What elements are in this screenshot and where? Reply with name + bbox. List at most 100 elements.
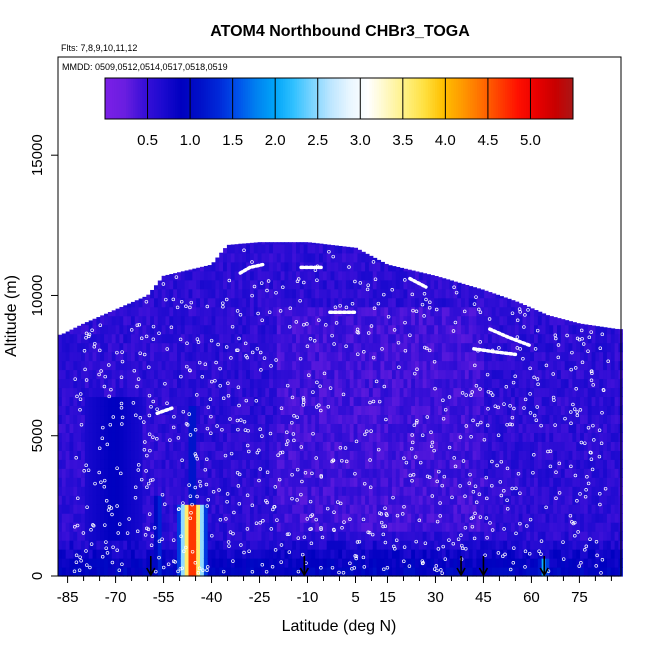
heat-cell bbox=[560, 495, 566, 505]
heat-cell bbox=[211, 441, 216, 451]
heat-cell bbox=[464, 432, 470, 442]
heat-cell bbox=[357, 459, 362, 469]
heat-cell bbox=[510, 567, 516, 577]
heat-cell bbox=[499, 504, 504, 514]
heat-cell bbox=[399, 297, 405, 308]
heat-cell bbox=[296, 288, 301, 299]
heat-cell bbox=[257, 270, 263, 281]
heat-cell bbox=[307, 504, 312, 514]
heat-cell bbox=[384, 297, 389, 308]
heat-cell bbox=[472, 432, 478, 442]
heat-cell bbox=[384, 468, 389, 478]
heat-cell bbox=[296, 513, 301, 523]
heat-cell bbox=[249, 351, 255, 362]
heat-cell bbox=[77, 342, 82, 353]
heat-cell bbox=[438, 405, 443, 416]
heat-cell bbox=[84, 387, 90, 398]
heat-cell bbox=[484, 522, 489, 532]
heat-cell bbox=[334, 369, 339, 380]
heat-cell bbox=[572, 531, 577, 541]
heat-cell bbox=[319, 387, 324, 398]
heat-cell bbox=[269, 414, 274, 424]
heat-cell bbox=[468, 540, 474, 550]
heat-cell bbox=[269, 513, 274, 523]
heat-cell bbox=[510, 540, 516, 550]
heat-cell bbox=[591, 342, 597, 353]
heat-cell bbox=[361, 441, 366, 451]
heat-cell bbox=[583, 567, 589, 577]
heat-cell bbox=[157, 333, 163, 344]
heat-cell bbox=[107, 387, 113, 398]
heat-cell bbox=[407, 414, 412, 424]
heat-cell bbox=[61, 369, 67, 380]
heat-cell bbox=[253, 477, 259, 487]
sample-point bbox=[535, 328, 540, 333]
heat-cell bbox=[407, 549, 412, 559]
heat-cell bbox=[353, 324, 359, 335]
heat-cell bbox=[414, 567, 420, 577]
heat-cell bbox=[414, 486, 420, 496]
heat-cell bbox=[92, 513, 97, 523]
heat-cell bbox=[449, 531, 454, 541]
heat-cell bbox=[134, 486, 140, 496]
heat-cell bbox=[177, 324, 182, 335]
heat-cell bbox=[399, 267, 405, 272]
heat-cell bbox=[153, 288, 159, 299]
heat-cell bbox=[311, 531, 316, 541]
heat-cell bbox=[457, 441, 462, 451]
heat-cell bbox=[311, 279, 316, 290]
heat-cell bbox=[153, 306, 159, 317]
heat-cell bbox=[96, 459, 101, 469]
heat-cell bbox=[288, 396, 293, 407]
heat-cell bbox=[96, 342, 101, 353]
heat-cell bbox=[499, 558, 504, 568]
heat-cell bbox=[84, 396, 90, 407]
heat-cell bbox=[84, 369, 90, 380]
heat-cell bbox=[349, 261, 355, 272]
heat-cell bbox=[73, 468, 78, 478]
heat-cell bbox=[568, 378, 573, 389]
heat-cell bbox=[349, 351, 355, 362]
heat-cell bbox=[107, 468, 113, 478]
heat-cell bbox=[73, 333, 78, 344]
heat-cell bbox=[603, 558, 608, 568]
heat-cell bbox=[292, 396, 297, 407]
heat-cell bbox=[276, 486, 282, 496]
heat-cell bbox=[169, 315, 174, 326]
heat-cell bbox=[533, 558, 539, 568]
heat-cell bbox=[464, 531, 470, 541]
heat-cell bbox=[100, 531, 105, 541]
heat-cell bbox=[292, 558, 297, 568]
heat-cell bbox=[411, 279, 416, 290]
heat-cell bbox=[495, 333, 501, 344]
heat-cell bbox=[380, 360, 385, 371]
heat-cell bbox=[380, 450, 385, 460]
heat-cell bbox=[219, 450, 224, 460]
heat-cell bbox=[315, 297, 320, 308]
heat-cell bbox=[73, 351, 78, 362]
heat-cell bbox=[146, 549, 151, 559]
heat-cell bbox=[338, 432, 343, 442]
heat-cell bbox=[127, 450, 132, 460]
heat-cell bbox=[192, 549, 197, 559]
heat-cell bbox=[104, 414, 109, 424]
heat-cell bbox=[453, 495, 458, 505]
heat-cell bbox=[249, 567, 255, 577]
heat-cell bbox=[438, 378, 443, 389]
heat-cell bbox=[249, 468, 255, 478]
heat-cell bbox=[372, 549, 378, 559]
heat-cell bbox=[491, 306, 497, 317]
heat-cell bbox=[69, 329, 74, 335]
heat-cell bbox=[272, 270, 278, 281]
heat-cell bbox=[349, 315, 355, 326]
heat-cell bbox=[499, 306, 504, 317]
heat-cell bbox=[238, 387, 243, 398]
heat-cell bbox=[518, 549, 524, 559]
heat-cell bbox=[353, 423, 359, 433]
heat-cell bbox=[580, 342, 585, 353]
heat-cell bbox=[58, 423, 63, 433]
heat-cell bbox=[192, 351, 197, 362]
heat-cell bbox=[391, 531, 397, 541]
heat-cell bbox=[107, 324, 113, 335]
heat-cell bbox=[491, 459, 497, 469]
